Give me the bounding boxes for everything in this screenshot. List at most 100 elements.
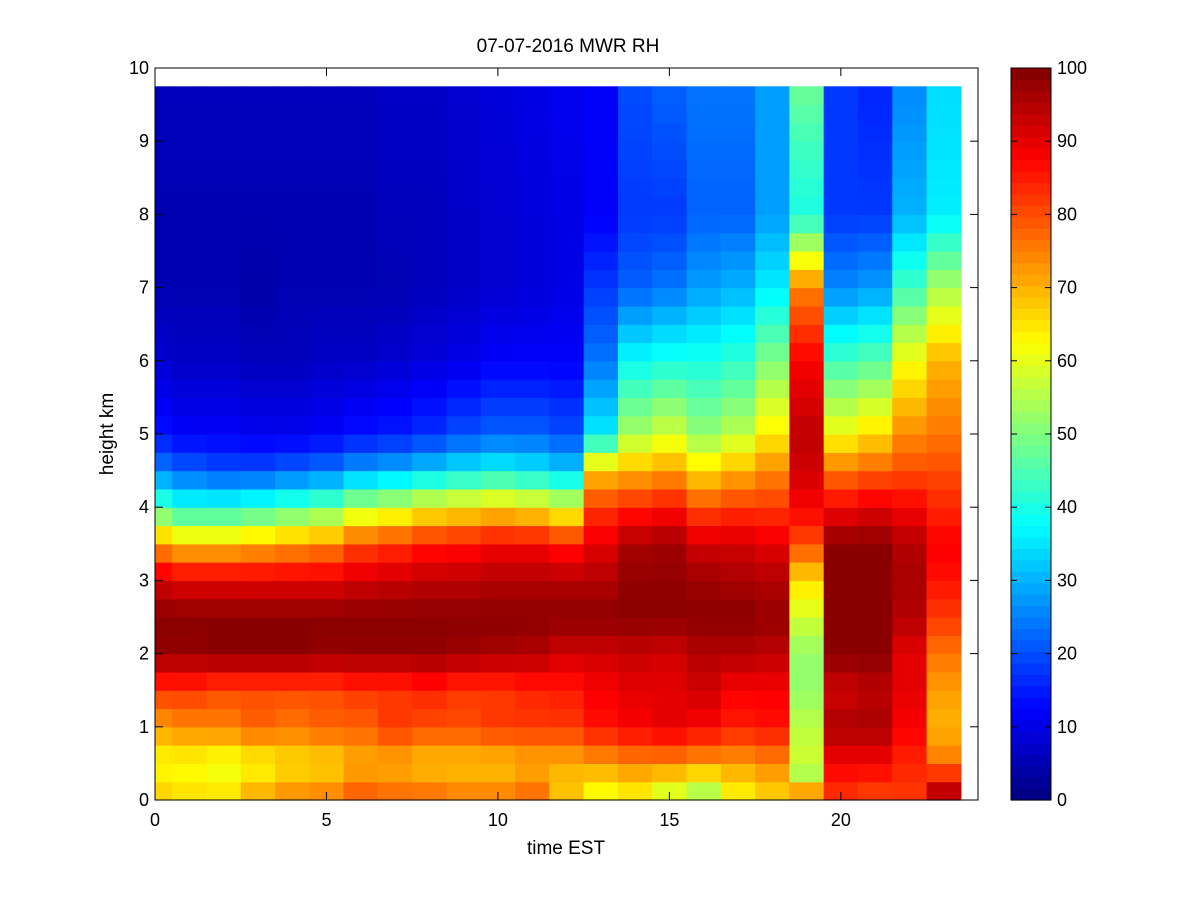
heatmap-cell <box>309 251 345 270</box>
heatmap-cell <box>377 470 413 490</box>
heatmap-cell <box>480 342 516 362</box>
heatmap-cell <box>480 452 516 472</box>
heatmap-cell <box>172 232 208 252</box>
heatmap-cell <box>823 763 859 783</box>
heatmap-cell <box>240 324 276 344</box>
heatmap-cell <box>823 470 859 490</box>
x-axis-label: time EST <box>527 838 606 859</box>
heatmap-cell <box>892 671 928 691</box>
heatmap-cell <box>789 653 825 673</box>
heatmap-cell <box>617 470 653 490</box>
heatmap-cell <box>549 177 585 197</box>
heatmap-cell <box>755 708 790 728</box>
heatmap-cell <box>480 104 516 124</box>
heatmap-cell <box>686 141 722 161</box>
heatmap-cell <box>926 196 962 215</box>
heatmap-cell <box>549 781 585 801</box>
heatmap-cell <box>343 324 379 344</box>
heatmap-cell <box>926 342 962 362</box>
heatmap-cell <box>549 562 585 581</box>
heatmap-cell <box>789 745 825 764</box>
heatmap-cell <box>343 635 379 655</box>
heatmap-cell <box>755 635 790 655</box>
heatmap-cell <box>617 745 653 764</box>
heatmap-cell <box>789 598 825 618</box>
heatmap-cell <box>583 342 619 362</box>
heatmap-cell <box>686 580 722 600</box>
heatmap-cell <box>823 635 859 655</box>
heatmap-cell <box>617 525 653 545</box>
heatmap-cell <box>583 434 619 453</box>
heatmap-cell <box>515 434 550 453</box>
heatmap-cell <box>377 251 413 270</box>
heatmap-cell <box>720 745 756 764</box>
heatmap-cell <box>549 305 585 325</box>
heatmap-cell <box>686 781 722 801</box>
colorbar-segment <box>1011 90 1051 103</box>
heatmap-cell <box>309 415 345 435</box>
heatmap-cell <box>275 360 310 380</box>
x-tick-label: 15 <box>659 810 679 830</box>
heatmap-cell <box>172 580 208 600</box>
heatmap-cell <box>412 415 448 435</box>
heatmap-cell <box>617 708 653 728</box>
heatmap-cell <box>155 434 173 453</box>
heatmap-cell <box>549 635 585 655</box>
x-tick-label: 20 <box>831 810 851 830</box>
heatmap-cell <box>583 251 619 270</box>
heatmap-cell <box>309 269 345 289</box>
heatmap-cell <box>515 525 550 545</box>
colorbar-segment <box>1011 445 1051 458</box>
heatmap-cell <box>892 196 928 215</box>
colorbar: 0 10 20 30 40 50 60 70 80 90 100 <box>1010 58 1087 810</box>
heatmap-cell <box>892 287 928 307</box>
heatmap-cell <box>275 122 310 142</box>
heatmap-cell <box>926 690 962 710</box>
heatmap-cell <box>686 452 722 472</box>
colorbar-tick-label: 70 <box>1057 278 1077 298</box>
heatmap-cell <box>720 177 756 197</box>
heatmap-cell <box>755 745 790 764</box>
heatmap-cell <box>686 305 722 325</box>
heatmap-cell <box>172 543 208 563</box>
heatmap-cell <box>857 324 893 344</box>
heatmap-cell <box>926 122 962 142</box>
heatmap-cell <box>892 104 928 124</box>
heatmap-cell <box>515 745 550 764</box>
y-axis-label: height km <box>97 393 118 475</box>
heatmap-cell <box>686 488 722 508</box>
heatmap-cell <box>480 470 516 490</box>
heatmap-cell <box>240 543 276 563</box>
heatmap-cell <box>155 598 173 618</box>
heatmap-cell <box>617 214 653 234</box>
x-tick-label: 0 <box>150 810 160 830</box>
heatmap-cell <box>275 470 310 490</box>
heatmap-cell <box>892 232 928 252</box>
heatmap-cell <box>549 598 585 618</box>
colorbar-segment <box>1011 697 1051 710</box>
heatmap-cell <box>206 452 242 472</box>
heatmap-cell <box>515 379 550 398</box>
heatmap-cell <box>155 671 173 691</box>
heatmap-cell <box>480 360 516 380</box>
heatmap-cell <box>617 763 653 783</box>
heatmap-cell <box>275 488 310 508</box>
heatmap-cell <box>652 745 688 764</box>
heatmap-cell <box>686 159 722 179</box>
heatmap-cell <box>583 122 619 142</box>
heatmap-cell <box>309 708 345 728</box>
heatmap-cell <box>446 763 482 783</box>
heatmap-cell <box>789 360 825 380</box>
colorbar-segment <box>1011 479 1051 492</box>
heatmap-cell <box>823 287 859 307</box>
heatmap-cell <box>857 543 893 563</box>
heatmap-cell <box>583 598 619 618</box>
heatmap-cell <box>446 251 482 270</box>
colorbar-segment <box>1011 559 1051 572</box>
heatmap-cell <box>755 671 790 691</box>
heatmap-cell <box>617 617 653 636</box>
heatmap-cell <box>857 141 893 161</box>
heatmap-cell <box>172 305 208 325</box>
heatmap-cell <box>549 196 585 215</box>
heatmap-cell <box>515 269 550 289</box>
